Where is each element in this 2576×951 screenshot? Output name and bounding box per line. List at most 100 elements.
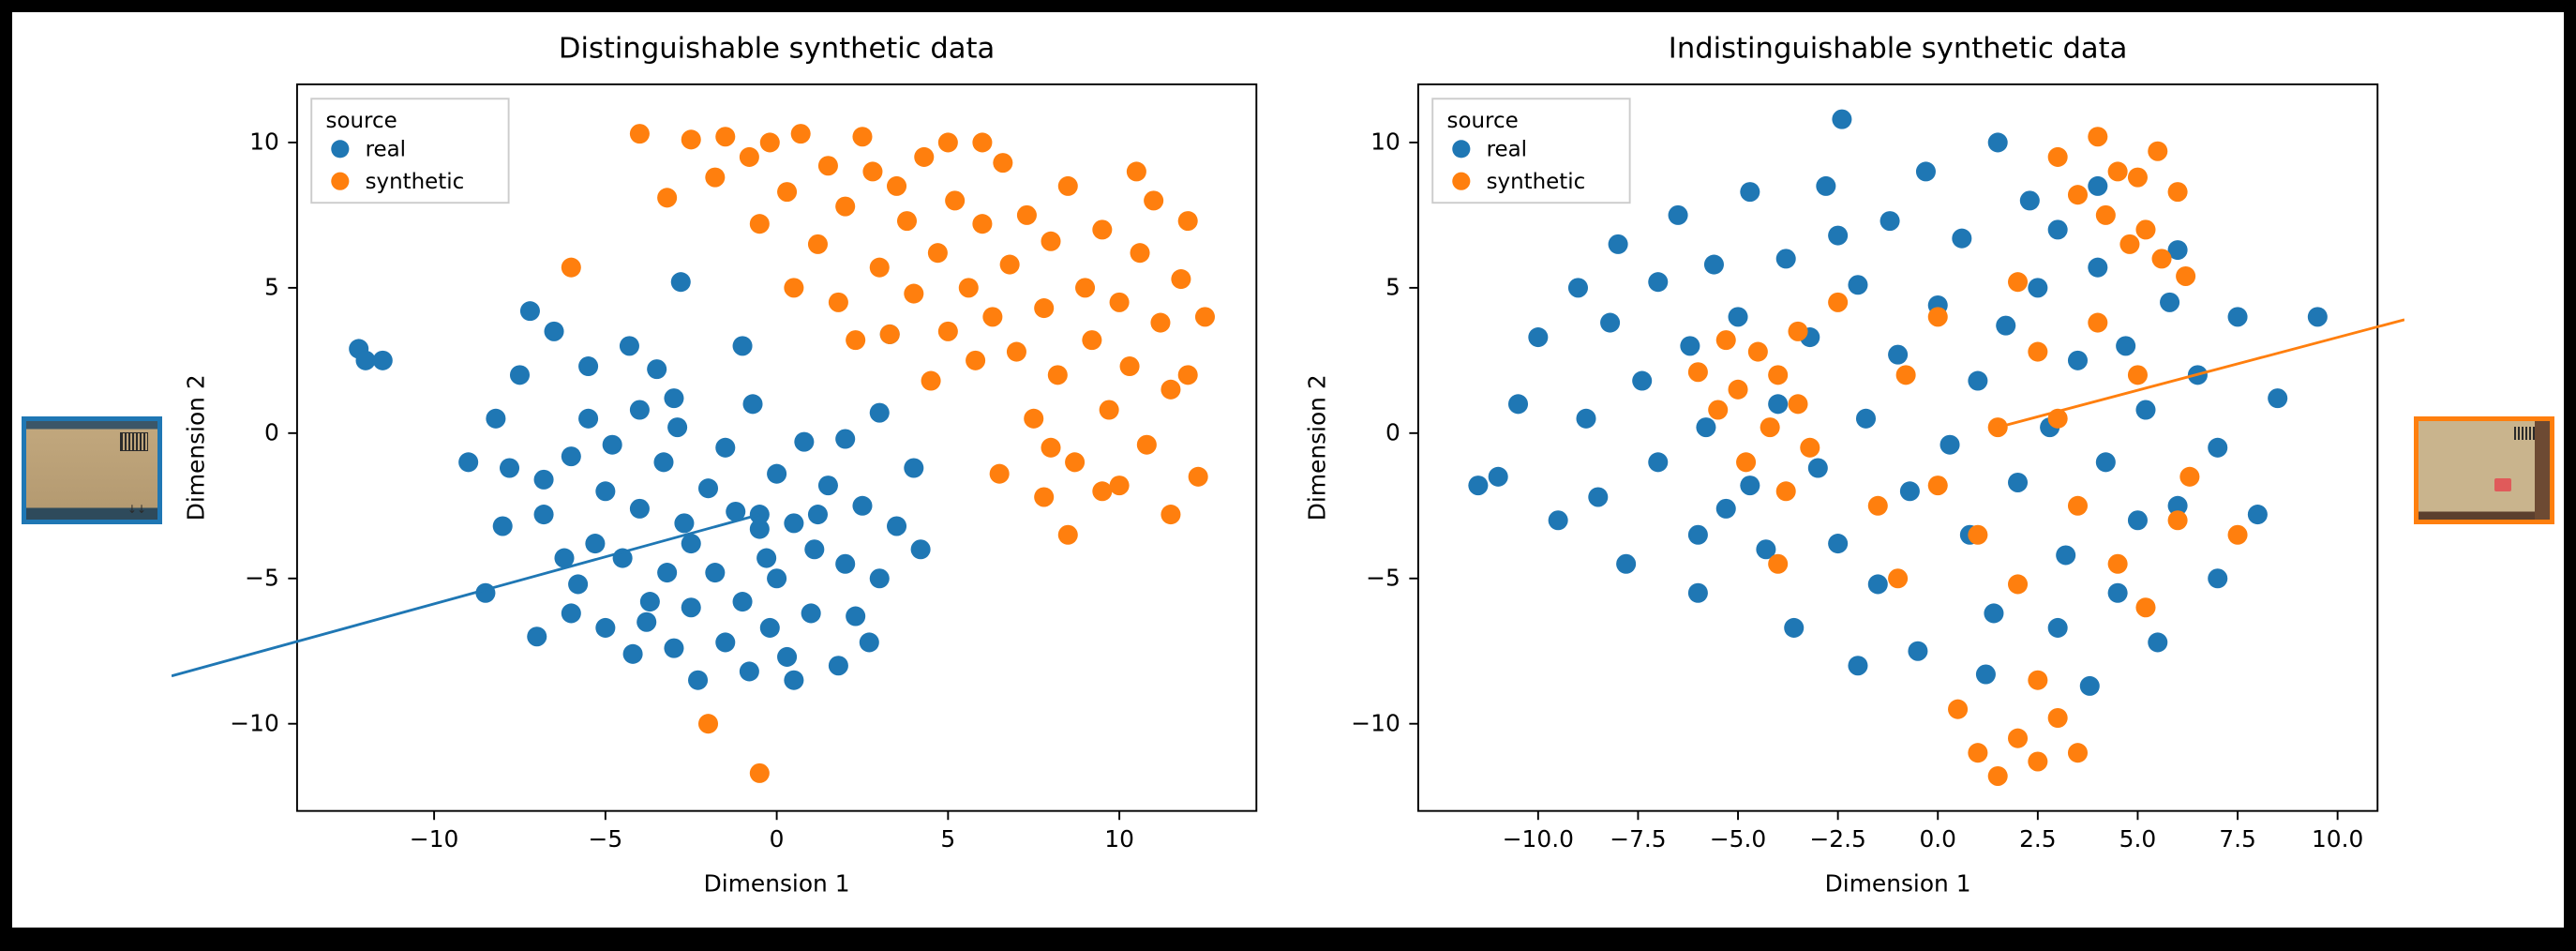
- data-point: [595, 481, 615, 501]
- data-point: [715, 438, 735, 458]
- data-point: [1688, 525, 1708, 545]
- data-point: [2248, 505, 2268, 524]
- data-point: [510, 365, 530, 385]
- legend: sourcerealsynthetic: [311, 98, 508, 203]
- data-point: [698, 714, 718, 733]
- data-point: [1828, 226, 1848, 246]
- data-point: [2008, 729, 2028, 748]
- data-point: [1900, 481, 1920, 501]
- data-point: [1144, 190, 1163, 210]
- data-point: [2108, 583, 2128, 603]
- data-point: [1034, 487, 1054, 506]
- data-point: [1984, 603, 2003, 623]
- data-point: [1600, 313, 1620, 333]
- data-point: [578, 356, 598, 376]
- data-point: [801, 603, 821, 623]
- data-point: [733, 336, 753, 355]
- data-point: [1729, 307, 1748, 326]
- data-point: [2168, 510, 2188, 530]
- data-point: [1880, 211, 1900, 231]
- xtick-label: −5: [589, 825, 623, 853]
- data-point: [1760, 417, 1780, 437]
- legend-marker: [1452, 173, 1470, 190]
- data-point: [870, 568, 890, 588]
- data-point: [1161, 380, 1180, 400]
- data-point: [2108, 161, 2128, 181]
- data-point: [818, 156, 838, 175]
- data-point: [1171, 269, 1191, 289]
- data-point: [1784, 618, 1804, 638]
- data-point: [2028, 342, 2047, 362]
- data-point: [2008, 272, 2028, 292]
- data-point: [818, 476, 838, 495]
- data-point: [767, 568, 786, 588]
- data-point: [1648, 272, 1668, 292]
- data-point: [777, 182, 797, 202]
- data-point: [2028, 671, 2047, 690]
- data-point: [630, 400, 650, 420]
- data-point: [784, 278, 803, 297]
- legend-marker: [1452, 140, 1470, 158]
- data-point: [1576, 409, 1595, 429]
- data-point: [1952, 229, 1971, 249]
- data-point: [791, 124, 811, 143]
- data-point: [2228, 525, 2248, 545]
- data-point: [897, 211, 917, 231]
- legend-label: synthetic: [366, 170, 465, 194]
- data-point: [1588, 487, 1608, 506]
- data-point: [846, 330, 865, 350]
- data-point: [1916, 161, 1936, 181]
- data-point: [767, 464, 786, 484]
- data-point: [1120, 356, 1140, 376]
- data-point: [2119, 234, 2139, 254]
- data-point: [1007, 342, 1026, 362]
- data-point: [860, 632, 879, 652]
- data-point: [1968, 371, 1987, 391]
- data-point: [904, 284, 923, 304]
- data-point: [1150, 313, 1170, 333]
- xtick-label: −5.0: [1710, 825, 1766, 853]
- data-point: [928, 243, 948, 263]
- data-point: [750, 214, 770, 234]
- data-point: [870, 258, 890, 278]
- data-point: [972, 214, 992, 234]
- ytick-label: −5: [1366, 564, 1400, 591]
- data-point: [1092, 481, 1112, 501]
- data-point: [620, 336, 639, 355]
- data-point: [1968, 525, 1987, 545]
- ytick-label: −10: [1351, 709, 1400, 736]
- data-point: [2020, 190, 2040, 210]
- data-point: [1508, 394, 1528, 414]
- legend-marker: [331, 140, 349, 158]
- ytick-label: 0: [1385, 418, 1400, 445]
- data-point: [1137, 435, 1157, 455]
- data-point: [562, 258, 581, 278]
- data-point: [1195, 307, 1215, 326]
- figure-frame: −10−50510−10−50510Dimension 1Dimension 2…: [9, 9, 2567, 930]
- legend-marker: [331, 173, 349, 190]
- data-point: [740, 661, 759, 681]
- data-point: [846, 607, 865, 626]
- ytick-label: 10: [1370, 128, 1400, 156]
- data-point: [1828, 293, 1848, 312]
- data-point: [1716, 330, 1736, 350]
- data-point: [1816, 176, 1835, 196]
- data-point: [630, 124, 650, 143]
- data-point: [938, 322, 958, 341]
- ytick-label: −10: [230, 709, 278, 736]
- data-point: [1609, 234, 1628, 254]
- data-point: [1928, 476, 1948, 495]
- data-point: [1928, 307, 1948, 326]
- data-point: [2148, 632, 2167, 652]
- data-point: [2176, 266, 2195, 286]
- data-point: [681, 129, 701, 149]
- data-point: [808, 505, 828, 524]
- data-point: [1940, 435, 1960, 455]
- data-point: [1800, 438, 1820, 458]
- data-point: [1788, 394, 1807, 414]
- data-point: [835, 554, 855, 574]
- data-point: [1848, 656, 1867, 675]
- data-point: [835, 429, 855, 448]
- data-point: [1127, 161, 1146, 181]
- data-point: [1868, 574, 1888, 594]
